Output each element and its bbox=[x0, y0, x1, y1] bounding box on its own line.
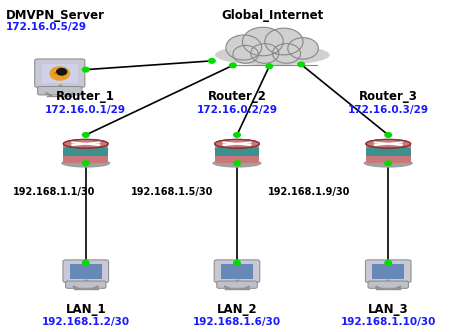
FancyBboxPatch shape bbox=[215, 144, 259, 163]
Text: 172.16.0.3/29: 172.16.0.3/29 bbox=[348, 105, 429, 115]
FancyBboxPatch shape bbox=[35, 59, 85, 87]
Circle shape bbox=[229, 63, 236, 68]
Ellipse shape bbox=[64, 146, 108, 152]
FancyBboxPatch shape bbox=[217, 281, 257, 288]
Circle shape bbox=[298, 62, 304, 67]
Circle shape bbox=[56, 68, 67, 76]
Ellipse shape bbox=[215, 139, 259, 148]
Circle shape bbox=[234, 133, 240, 137]
Text: LAN_1: LAN_1 bbox=[65, 303, 106, 316]
Text: Global_Internet: Global_Internet bbox=[221, 9, 324, 22]
FancyBboxPatch shape bbox=[372, 264, 404, 279]
Text: 192.168.1.9/30: 192.168.1.9/30 bbox=[268, 188, 350, 198]
Circle shape bbox=[82, 67, 89, 72]
Text: Router_2: Router_2 bbox=[208, 90, 266, 103]
Ellipse shape bbox=[212, 159, 262, 168]
FancyBboxPatch shape bbox=[63, 260, 109, 283]
FancyBboxPatch shape bbox=[42, 64, 78, 83]
Text: Router_1: Router_1 bbox=[56, 90, 115, 103]
Circle shape bbox=[49, 66, 70, 81]
Circle shape bbox=[226, 35, 262, 60]
Circle shape bbox=[82, 261, 89, 265]
Text: 192.168.1.5/30: 192.168.1.5/30 bbox=[131, 188, 213, 198]
Circle shape bbox=[385, 161, 392, 166]
Text: DMVPN_Server: DMVPN_Server bbox=[5, 9, 104, 22]
Circle shape bbox=[385, 261, 392, 265]
Text: 192.168.1.6/30: 192.168.1.6/30 bbox=[193, 317, 281, 327]
Circle shape bbox=[234, 161, 240, 166]
Circle shape bbox=[273, 43, 301, 63]
Text: LAN_2: LAN_2 bbox=[217, 303, 257, 316]
Text: LAN_3: LAN_3 bbox=[368, 303, 409, 316]
Ellipse shape bbox=[215, 44, 330, 65]
Ellipse shape bbox=[364, 159, 413, 168]
FancyBboxPatch shape bbox=[215, 149, 259, 156]
FancyBboxPatch shape bbox=[368, 281, 409, 288]
Circle shape bbox=[266, 64, 273, 68]
Ellipse shape bbox=[64, 139, 108, 148]
Circle shape bbox=[233, 45, 258, 63]
Text: Router_3: Router_3 bbox=[359, 90, 418, 103]
Text: 192.168.1.2/30: 192.168.1.2/30 bbox=[42, 317, 130, 327]
Ellipse shape bbox=[366, 139, 410, 148]
Wedge shape bbox=[54, 72, 57, 74]
Ellipse shape bbox=[215, 146, 259, 152]
FancyBboxPatch shape bbox=[214, 260, 260, 283]
FancyBboxPatch shape bbox=[70, 264, 102, 279]
Circle shape bbox=[288, 38, 319, 59]
Circle shape bbox=[82, 161, 89, 166]
FancyBboxPatch shape bbox=[64, 149, 108, 156]
Text: 192.168.1.10/30: 192.168.1.10/30 bbox=[340, 317, 436, 327]
Ellipse shape bbox=[61, 159, 110, 168]
FancyBboxPatch shape bbox=[365, 260, 411, 283]
Circle shape bbox=[265, 28, 303, 55]
FancyBboxPatch shape bbox=[64, 144, 108, 163]
FancyBboxPatch shape bbox=[37, 86, 82, 95]
Text: 172.16.0.5/29: 172.16.0.5/29 bbox=[5, 22, 86, 32]
Circle shape bbox=[234, 261, 240, 265]
Text: 172.16.0.2/29: 172.16.0.2/29 bbox=[197, 105, 277, 115]
Circle shape bbox=[251, 43, 279, 63]
FancyBboxPatch shape bbox=[65, 281, 106, 288]
Ellipse shape bbox=[366, 146, 410, 152]
Circle shape bbox=[243, 27, 283, 56]
Circle shape bbox=[209, 58, 215, 63]
FancyBboxPatch shape bbox=[366, 149, 410, 156]
Circle shape bbox=[82, 133, 89, 137]
FancyBboxPatch shape bbox=[221, 264, 253, 279]
Text: 172.16.0.1/29: 172.16.0.1/29 bbox=[45, 105, 126, 115]
Circle shape bbox=[385, 133, 392, 137]
Text: 192.168.1.1/30: 192.168.1.1/30 bbox=[12, 188, 95, 198]
FancyBboxPatch shape bbox=[366, 144, 410, 163]
